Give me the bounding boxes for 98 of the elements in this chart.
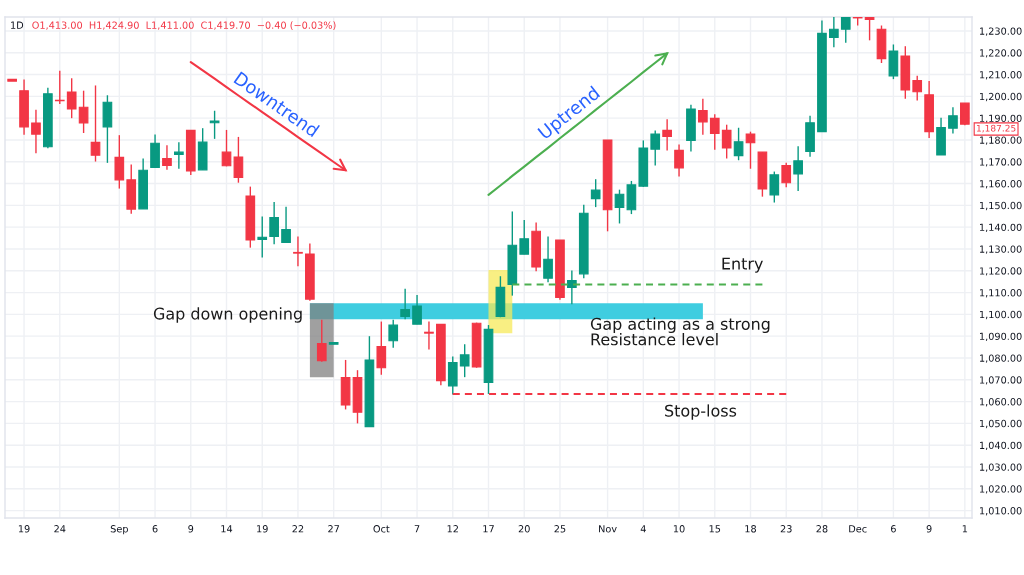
x-tick-label: 9 — [926, 525, 932, 533]
x-tick-label: 10 — [673, 525, 685, 533]
y-tick-label: 1,140.00 — [980, 223, 1022, 232]
candlestick — [66, 77, 77, 119]
candlestick — [162, 144, 172, 171]
candlestick — [114, 134, 125, 190]
x-tick-label: 12 — [447, 525, 458, 533]
x-tick-label: 27 — [328, 525, 340, 533]
x-tick-label: 25 — [554, 525, 566, 533]
candlestick — [733, 127, 744, 161]
candlestick — [543, 235, 553, 284]
x-tick-label: 17 — [483, 525, 494, 533]
y-tick-label: 1,150.00 — [980, 201, 1022, 211]
x-tick-label: 20 — [518, 525, 530, 533]
candlestick — [257, 215, 268, 259]
candlestick — [388, 319, 399, 349]
candlestick — [447, 355, 458, 396]
candlestick — [793, 145, 803, 192]
candlestick — [424, 320, 434, 351]
candlestick — [590, 178, 601, 208]
x-tick-label: 6 — [152, 525, 158, 533]
y-tick-label: 1,210.00 — [980, 71, 1022, 80]
x-tick-label: 19 — [18, 525, 30, 533]
chart-title: 1D — [11, 21, 24, 29]
candlestick — [174, 141, 184, 170]
candlestick — [90, 84, 101, 163]
x-tick-label: 7 — [414, 525, 420, 533]
y-tick-label: 1,080.00 — [980, 354, 1022, 363]
y-tick-label: 1,120.00 — [980, 267, 1022, 276]
candlestick — [519, 219, 530, 255]
y-tick-label: 1,020.00 — [980, 485, 1022, 494]
candlestick — [614, 188, 625, 225]
y-tick-label: 1,170.00 — [980, 158, 1022, 167]
candlestick — [233, 136, 244, 184]
x-tick-label: 19 — [257, 525, 268, 533]
candlestick — [662, 118, 672, 152]
x-tick-label: 23 — [780, 525, 792, 533]
x-tick-label: 4 — [640, 525, 646, 533]
candlestick — [709, 113, 720, 151]
candlestick — [209, 110, 220, 140]
candlestick — [674, 143, 684, 178]
x-tick-label: 1 — [962, 525, 968, 533]
candlestick — [459, 343, 470, 378]
candlestick — [781, 161, 792, 188]
x-tick-label: Oct — [373, 525, 390, 533]
candlestick — [721, 124, 732, 160]
candlestick — [864, 17, 875, 42]
y-tick-label: 1,040.00 — [980, 441, 1022, 451]
candlestick — [31, 109, 41, 154]
candlestick — [316, 319, 327, 363]
y-tick-label: 1,130.00 — [980, 245, 1022, 254]
candlestick — [412, 294, 422, 325]
candlestick — [376, 320, 387, 376]
y-tick-label: 1,050.00 — [980, 419, 1022, 429]
x-tick-label: 15 — [709, 525, 721, 533]
series-label: Stop-loss — [665, 404, 737, 420]
y-tick-label: 1,060.00 — [980, 398, 1022, 407]
candlestick — [912, 75, 923, 102]
band-label: Gap acting as a strong Resistance level — [590, 317, 770, 346]
y-tick-label: 1,200.00 — [980, 92, 1022, 102]
candlestick — [269, 201, 279, 245]
y-tick-label: 1,010.00 — [980, 507, 1022, 516]
y-tick-label: 1,190.00 — [980, 114, 1022, 123]
candlestick — [221, 129, 232, 168]
candlestick — [281, 205, 291, 244]
y-tick-label: 1,090.00 — [980, 332, 1022, 341]
y-tick-label: 1,180.00 — [980, 136, 1022, 145]
candlestick — [650, 129, 661, 167]
y-tick-label: 1,230.00 — [980, 27, 1022, 36]
text: 1,187.25 — [976, 124, 1016, 133]
y-tick-label: 1,110.00 — [980, 289, 1022, 298]
annotation: Gap down opening — [153, 307, 302, 323]
x-tick-label: 18 — [745, 525, 757, 533]
y-tick-label: 1,030.00 — [980, 463, 1022, 472]
candlestick — [829, 17, 839, 48]
x-tick-label: Sep — [110, 525, 128, 535]
candlestick — [400, 287, 410, 320]
x-tick-label: Nov — [599, 525, 617, 533]
candlestick — [745, 130, 756, 170]
candlestick — [769, 170, 780, 204]
x-tick-label: 6 — [890, 525, 896, 533]
candlestick — [948, 106, 958, 135]
x-tick-label: 9 — [188, 525, 194, 533]
candlestick — [293, 235, 303, 267]
y-tick-label: 1,160.00 — [980, 180, 1022, 189]
x-tick-label: 28 — [816, 525, 828, 533]
y-tick-label: 1,070.00 — [980, 376, 1022, 385]
y-tick-label: 1,220.00 — [980, 49, 1022, 58]
series-label: Entry — [722, 257, 763, 273]
candlestick — [78, 89, 89, 134]
candlestick — [698, 98, 708, 136]
chart-subtitle: O1,413.00 H1,424.90 L1,411.00 C1,419.70 −0.40 (−0.03%) — [32, 21, 336, 30]
x-tick-label: 24 — [54, 525, 66, 533]
y-tick-label: 1,100.00 — [980, 310, 1022, 320]
x-tick-label: 14 — [221, 525, 233, 533]
candlestick — [840, 17, 851, 44]
x-tick-label: 22 — [292, 525, 304, 533]
x-tick-label: Dec — [849, 525, 867, 533]
